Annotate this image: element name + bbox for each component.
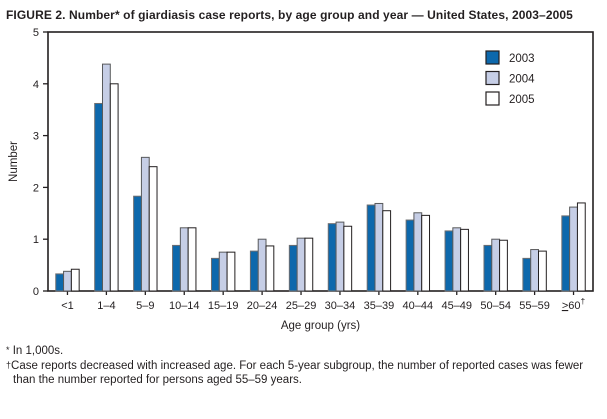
x-tick-label: 45–49 xyxy=(441,300,472,312)
figure-title: FIGURE 2. Number* of giardiasis case rep… xyxy=(6,8,573,22)
bar-2004-10 xyxy=(452,227,462,292)
bar-2003-3 xyxy=(172,244,181,292)
bar-2003-4 xyxy=(210,257,220,292)
bar-2005-8 xyxy=(382,210,392,292)
x-tick-label: 55–59 xyxy=(519,300,550,312)
x-tick-label: 30–34 xyxy=(325,300,356,312)
bar-2005-12 xyxy=(538,250,547,292)
bar-2005-10 xyxy=(460,228,469,292)
x-tick-label: 5–9 xyxy=(136,300,154,312)
footnote-dagger: †Case reports decreased with increased a… xyxy=(6,359,599,388)
bar-2003-11 xyxy=(483,244,493,292)
legend-swatch-2003 xyxy=(485,50,500,65)
x-tick-label: 1–4 xyxy=(97,300,115,312)
x-tick-label: 35–39 xyxy=(364,300,395,312)
bar-2005-9 xyxy=(421,214,431,292)
x-tick-label: >60† xyxy=(562,296,586,312)
bar-2003-7 xyxy=(327,223,337,292)
dagger-marker: † xyxy=(6,359,12,370)
legend-label-2003: 2003 xyxy=(509,53,535,65)
bar-2003-2 xyxy=(133,195,142,292)
bar-chart-svg: 0 1 2 3 4 5 Number <1 1–4 5–9 10–14 15–19 20–24 25–29… xyxy=(8,27,594,332)
bar-2005-4 xyxy=(226,251,236,292)
bar-2003-9 xyxy=(405,219,415,292)
x-tick-label: <1 xyxy=(61,300,74,312)
bar-2004-2 xyxy=(140,156,150,292)
bar-2004-8 xyxy=(374,202,384,292)
x-tick-label: 25–29 xyxy=(286,300,317,312)
y-tick-label: 0 xyxy=(33,286,39,298)
x-tick-label: 10–14 xyxy=(169,300,200,312)
x-tick-label: 15–19 xyxy=(208,300,239,312)
bar-2003-10 xyxy=(444,230,454,292)
bar-2004-4 xyxy=(218,251,228,292)
chart-area: 0 1 2 3 4 5 Number <1 1–4 5–9 10–14 15–19 20–24 25–29… xyxy=(6,26,599,343)
bar-2005-7 xyxy=(343,225,353,292)
bar-2004-13 xyxy=(569,206,578,292)
bar-2004-3 xyxy=(179,227,189,292)
x-tick-label: 20–24 xyxy=(247,300,278,312)
footnote-in-thousands: * In 1,000s. xyxy=(6,344,599,359)
bar-2005-0 xyxy=(70,268,80,292)
plot-frame xyxy=(47,31,594,292)
bar-2005-11 xyxy=(499,239,508,292)
y-tick-label: 1 xyxy=(33,234,39,246)
footnotes: * In 1,000s. †Case reports decreased wit… xyxy=(6,344,599,388)
bar-2005-3 xyxy=(187,227,197,292)
bar-2003-1 xyxy=(94,102,103,292)
bar-2004-11 xyxy=(491,238,501,292)
bar-2004-1 xyxy=(101,63,111,292)
bar-2003-5 xyxy=(249,250,259,292)
x-axis-title: Age group (yrs) xyxy=(281,320,360,332)
bar-2004-5 xyxy=(257,238,267,292)
bar-2003-13 xyxy=(561,215,571,292)
legend-swatch-2004 xyxy=(485,70,500,86)
bar-2005-5 xyxy=(265,245,275,292)
bar-2005-13 xyxy=(576,202,586,292)
asterisk-marker: * xyxy=(6,345,10,355)
bar-2004-12 xyxy=(530,249,540,292)
legend-label-2004: 2004 xyxy=(509,74,535,86)
bar-2005-6 xyxy=(304,237,314,292)
y-tick-label: 2 xyxy=(33,182,39,194)
bar-2003-8 xyxy=(366,204,376,292)
bar-2005-2 xyxy=(148,166,158,292)
y-axis-title: Number xyxy=(8,141,20,182)
footnote-text: Case reports decreased with increased ag… xyxy=(11,359,584,387)
y-tick-label: 3 xyxy=(33,131,39,143)
footnote-text: In 1,000s. xyxy=(12,345,64,357)
x-tick-label: 40–44 xyxy=(403,300,434,312)
bar-2004-0 xyxy=(63,270,72,292)
bar-2003-12 xyxy=(522,257,532,292)
legend-label-2005: 2005 xyxy=(509,94,535,106)
x-tick-label: 50–54 xyxy=(480,300,511,312)
bar-2005-1 xyxy=(109,83,119,292)
bar-2003-0 xyxy=(55,273,65,292)
bar-2004-6 xyxy=(296,237,306,292)
bar-2004-7 xyxy=(335,221,345,292)
legend-swatch-2005 xyxy=(485,91,500,106)
bar-2004-9 xyxy=(413,212,423,292)
y-tick-label: 4 xyxy=(33,79,39,91)
bar-2003-6 xyxy=(288,244,298,292)
y-tick-label: 5 xyxy=(33,27,39,39)
